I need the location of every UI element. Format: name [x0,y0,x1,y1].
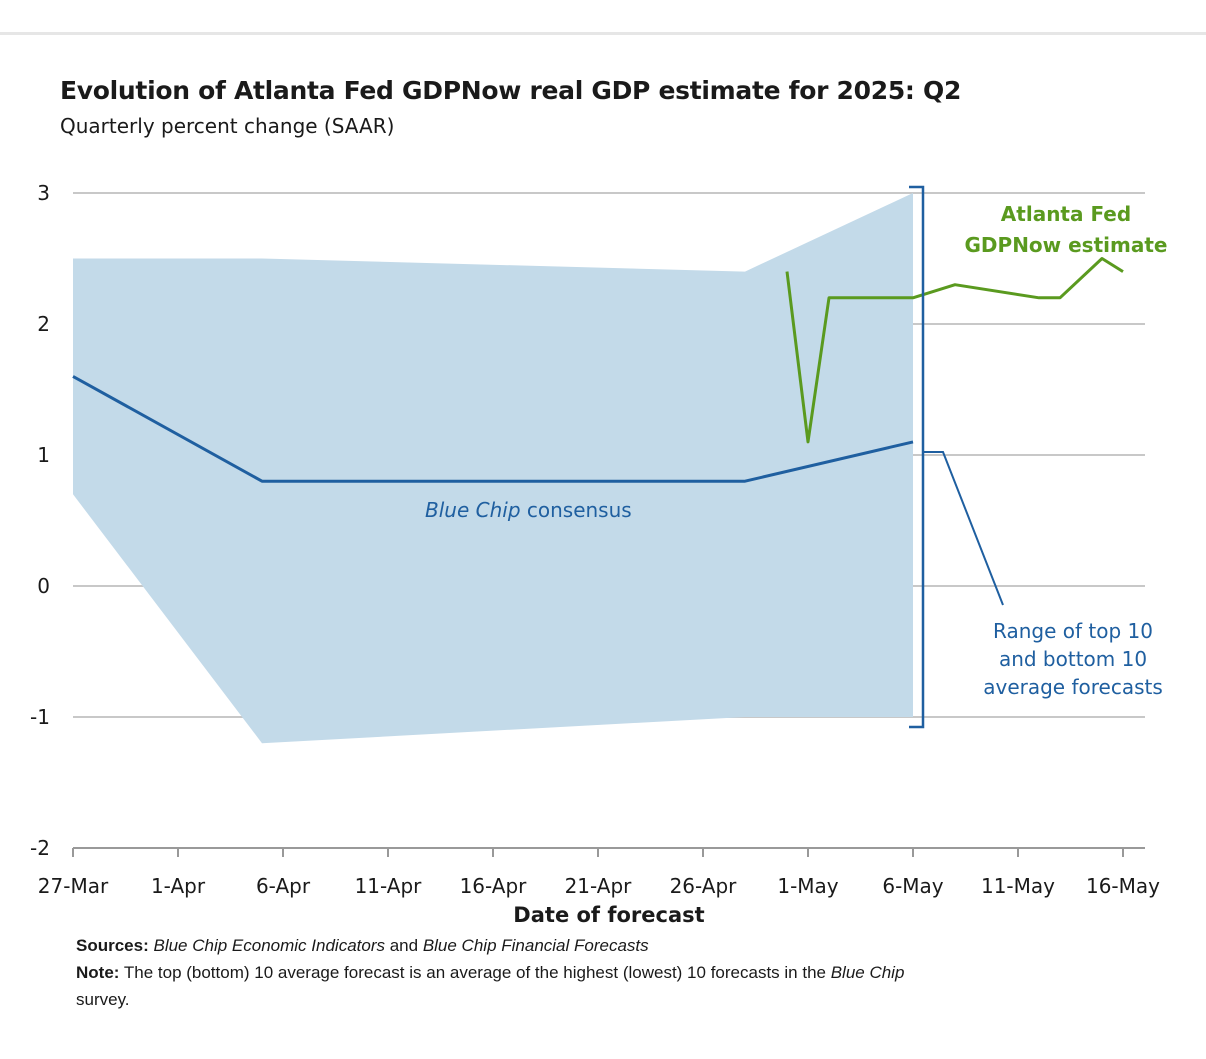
note-text: The top (bottom) 10 average forecast is … [119,963,831,982]
x-tick-label: 26-Apr [670,874,738,898]
note-line-2: survey. [76,990,130,1009]
x-tick-label: 16-Apr [460,874,528,898]
range-leader-line [923,451,1004,606]
y-tick-label: -2 [30,836,50,860]
sources-and: and [385,936,423,955]
x-tick-label: 6-Apr [256,874,311,898]
y-tick-label: 0 [37,574,50,598]
sources-label: Sources: [76,936,149,955]
gdpnow-label-line2: GDPNow estimate [965,233,1168,257]
y-tick-label: 3 [37,181,50,205]
sources-italic-1: Blue Chip Economic Indicators [153,936,385,955]
range-label-line2: and bottom 10 [999,647,1147,671]
y-tick-label: 2 [37,312,50,336]
range-band [73,193,913,744]
chart-subtitle: Quarterly percent change (SAAR) [60,114,395,138]
x-tick-label: 1-May [777,874,838,898]
gdpnow-line [785,257,1124,444]
x-tick-label: 6-May [882,874,943,898]
consensus-label-italic: Blue Chip [425,498,521,522]
x-tick-label: 11-May [981,874,1055,898]
range-bracket [909,185,925,729]
consensus-line [72,375,914,483]
consensus-label-rest: consensus [521,498,632,522]
x-tick-label: 27-Mar [38,874,109,898]
y-tick-label: -1 [30,705,50,729]
sources-italic-2: Blue Chip Financial Forecasts [422,936,649,955]
top-divider [0,32,1206,35]
range-label-line3: average forecasts [983,675,1163,699]
y-tick-label: 1 [37,443,50,467]
gdpnow-label-line1: Atlanta Fed [1001,202,1131,226]
x-axis-label: Date of forecast [513,903,704,927]
range-label-line1: Range of top 10 [993,619,1153,643]
x-tick-label: 21-Apr [565,874,633,898]
chart-title: Evolution of Atlanta Fed GDPNow real GDP… [60,76,962,105]
note-line-1: Note: The top (bottom) 10 average foreca… [76,963,904,983]
x-tick-label: 16-May [1086,874,1160,898]
x-tick-label: 11-Apr [355,874,423,898]
x-tick-label: 1-Apr [151,874,206,898]
note-italic: Blue Chip [830,963,905,982]
consensus-label: Blue Chip consensus [425,498,632,522]
sources-note: Sources: Blue Chip Economic Indicators a… [76,936,649,956]
note-label: Note: [76,963,120,982]
